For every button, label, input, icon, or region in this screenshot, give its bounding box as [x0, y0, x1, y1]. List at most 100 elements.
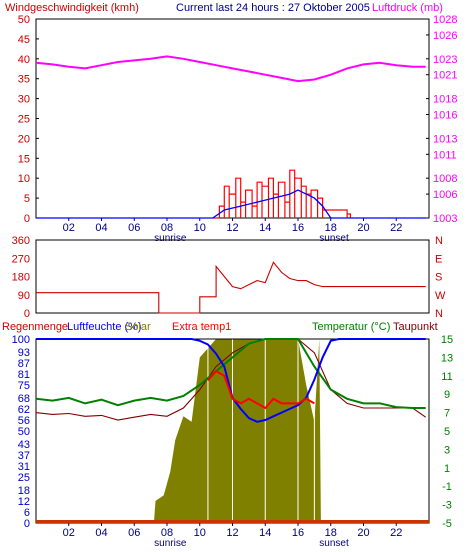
temperature-y-tick-label: 11 [441, 371, 452, 383]
direction-y-tick-label: 180 [12, 272, 30, 284]
wind-y-tick-label: 10 [18, 173, 30, 185]
x-tick-label: 12 [226, 222, 238, 234]
pressure-y-tick-label: 1003 [433, 213, 457, 225]
humidity-y-tick-label: 0 [24, 518, 30, 530]
temperature-y-tick-label: 7 [444, 408, 450, 420]
wind-avg-series [36, 189, 426, 219]
compass-tick-label: S [435, 272, 442, 284]
humidity-y-tick-label: 56 [18, 415, 30, 427]
humidity-y-tick-label: 25 [18, 472, 30, 484]
humidity-y-tick-label: 62 [18, 404, 30, 416]
wind-y-tick-label: 50 [18, 14, 30, 26]
compass-tick-label: W [435, 290, 446, 302]
temperature-series [35, 338, 426, 409]
humidity-series [36, 338, 426, 423]
pressure-y-tick-label: 1011 [433, 149, 457, 161]
solar-area [36, 339, 426, 523]
pressure-y-tick-label: 1016 [433, 110, 457, 122]
x-tick-label: 02 [63, 527, 75, 539]
x-tick-label: 10 [194, 222, 206, 234]
dewpoint-series [35, 338, 427, 421]
x-tick-label: 04 [95, 527, 107, 539]
direction-y-tick-label: 270 [12, 253, 30, 265]
sunset-label: sunset [319, 538, 349, 549]
pressure-y-tick-label: 1006 [433, 189, 457, 201]
pressure-y-tick-label: 1028 [433, 14, 457, 26]
compass-tick-label: N [435, 235, 443, 247]
wind-y-tick-label: 25 [18, 114, 30, 126]
temperature-y-tick-label: 13 [441, 352, 453, 364]
pressure-y-tick-label: 1008 [433, 173, 457, 185]
solar-label: Solar [125, 321, 151, 333]
wind-y-tick-label: 20 [18, 133, 30, 145]
temperature-y-tick-label: 15 [441, 334, 453, 346]
pressure-y-tick-label: 1013 [433, 133, 457, 145]
humidity-y-tick-label: 81 [18, 369, 30, 381]
temperature-y-tick-label: 3 [444, 444, 450, 456]
humidity-y-tick-label: 18 [18, 485, 30, 497]
rain-series [36, 520, 429, 523]
compass-tick-label: E [435, 253, 442, 265]
pressure-y-tick-label: 1021 [433, 70, 457, 82]
x-tick-label: 18 [325, 222, 337, 234]
dewpoint-label: Taupunkt [393, 321, 438, 333]
rain-label: Regenmenge [2, 321, 68, 333]
temperature-y-tick-label: -3 [442, 500, 452, 512]
x-tick-label: 08 [161, 527, 173, 539]
humidity-temperature-panel: 061218253137435056626875818793100-5-3-11… [12, 334, 453, 549]
x-tick-label: 20 [357, 527, 369, 539]
sunrise-label: sunrise [154, 233, 187, 244]
pressure-series [35, 55, 426, 83]
humidity-y-tick-label: 50 [18, 426, 30, 438]
x-tick-label: 06 [128, 222, 140, 234]
pressure-title: Luftdruck (mb) [372, 2, 443, 14]
pressure-y-tick-label: 1023 [433, 54, 457, 66]
x-tick-label: 16 [292, 222, 304, 234]
extra-temp-series [207, 369, 315, 410]
wind-y-tick-label: 35 [18, 74, 30, 86]
x-tick-label: 16 [292, 527, 304, 539]
direction-plot-frame [35, 239, 430, 314]
humidity-y-tick-label: 68 [18, 393, 30, 405]
wind-pressure-panel: 0510152025303540455010031006100810111013… [18, 14, 458, 244]
sunrise-label: sunrise [154, 538, 187, 549]
wind-direction-series [36, 261, 426, 314]
humidity-label: Luftfeuchte (%) [67, 321, 142, 333]
wind-plot-frame [35, 18, 430, 219]
x-tick-label: 06 [128, 527, 140, 539]
x-tick-label: 22 [390, 222, 402, 234]
humidity-y-tick-label: 87 [18, 358, 30, 370]
humidity-y-tick-label: 43 [18, 439, 30, 451]
temperature-y-tick-label: 9 [444, 389, 450, 401]
x-tick-label: 14 [259, 527, 271, 539]
x-tick-label: 04 [95, 222, 107, 234]
x-tick-label: 02 [63, 222, 75, 234]
humidity-y-tick-label: 75 [18, 380, 30, 392]
humidity-y-tick-label: 100 [12, 334, 30, 346]
wind-y-tick-label: 5 [24, 193, 30, 205]
temperature-y-tick-label: -5 [442, 518, 452, 530]
wind-y-tick-label: 15 [18, 153, 30, 165]
temperature-label: Temperatur (°C) [312, 321, 390, 333]
extra-temp-label: Extra temp1 [172, 321, 231, 333]
x-tick-label: 12 [226, 527, 238, 539]
temperature-y-tick-label: 1 [444, 463, 450, 475]
compass-tick-label: N [435, 308, 443, 320]
temperature-y-tick-label: 5 [444, 426, 450, 438]
temperature-y-tick-label: -1 [442, 481, 452, 493]
wind-speed-series [212, 169, 351, 219]
humidity-y-tick-label: 31 [18, 461, 30, 473]
x-tick-label: 08 [161, 222, 173, 234]
wind-y-tick-label: 45 [18, 34, 30, 46]
humidity-y-tick-label: 6 [24, 507, 30, 519]
sunset-label: sunset [319, 233, 349, 244]
x-tick-label: 20 [357, 222, 369, 234]
direction-y-tick-label: 360 [12, 235, 30, 247]
wind-title: Windgeschwindigkeit (kmh) [5, 2, 139, 14]
wind-y-tick-label: 30 [18, 94, 30, 106]
pressure-y-tick-label: 1018 [433, 94, 457, 106]
humidity-y-tick-label: 93 [18, 347, 30, 359]
humidity-y-tick-label: 37 [18, 450, 30, 462]
humidity-y-tick-label: 12 [18, 496, 30, 508]
